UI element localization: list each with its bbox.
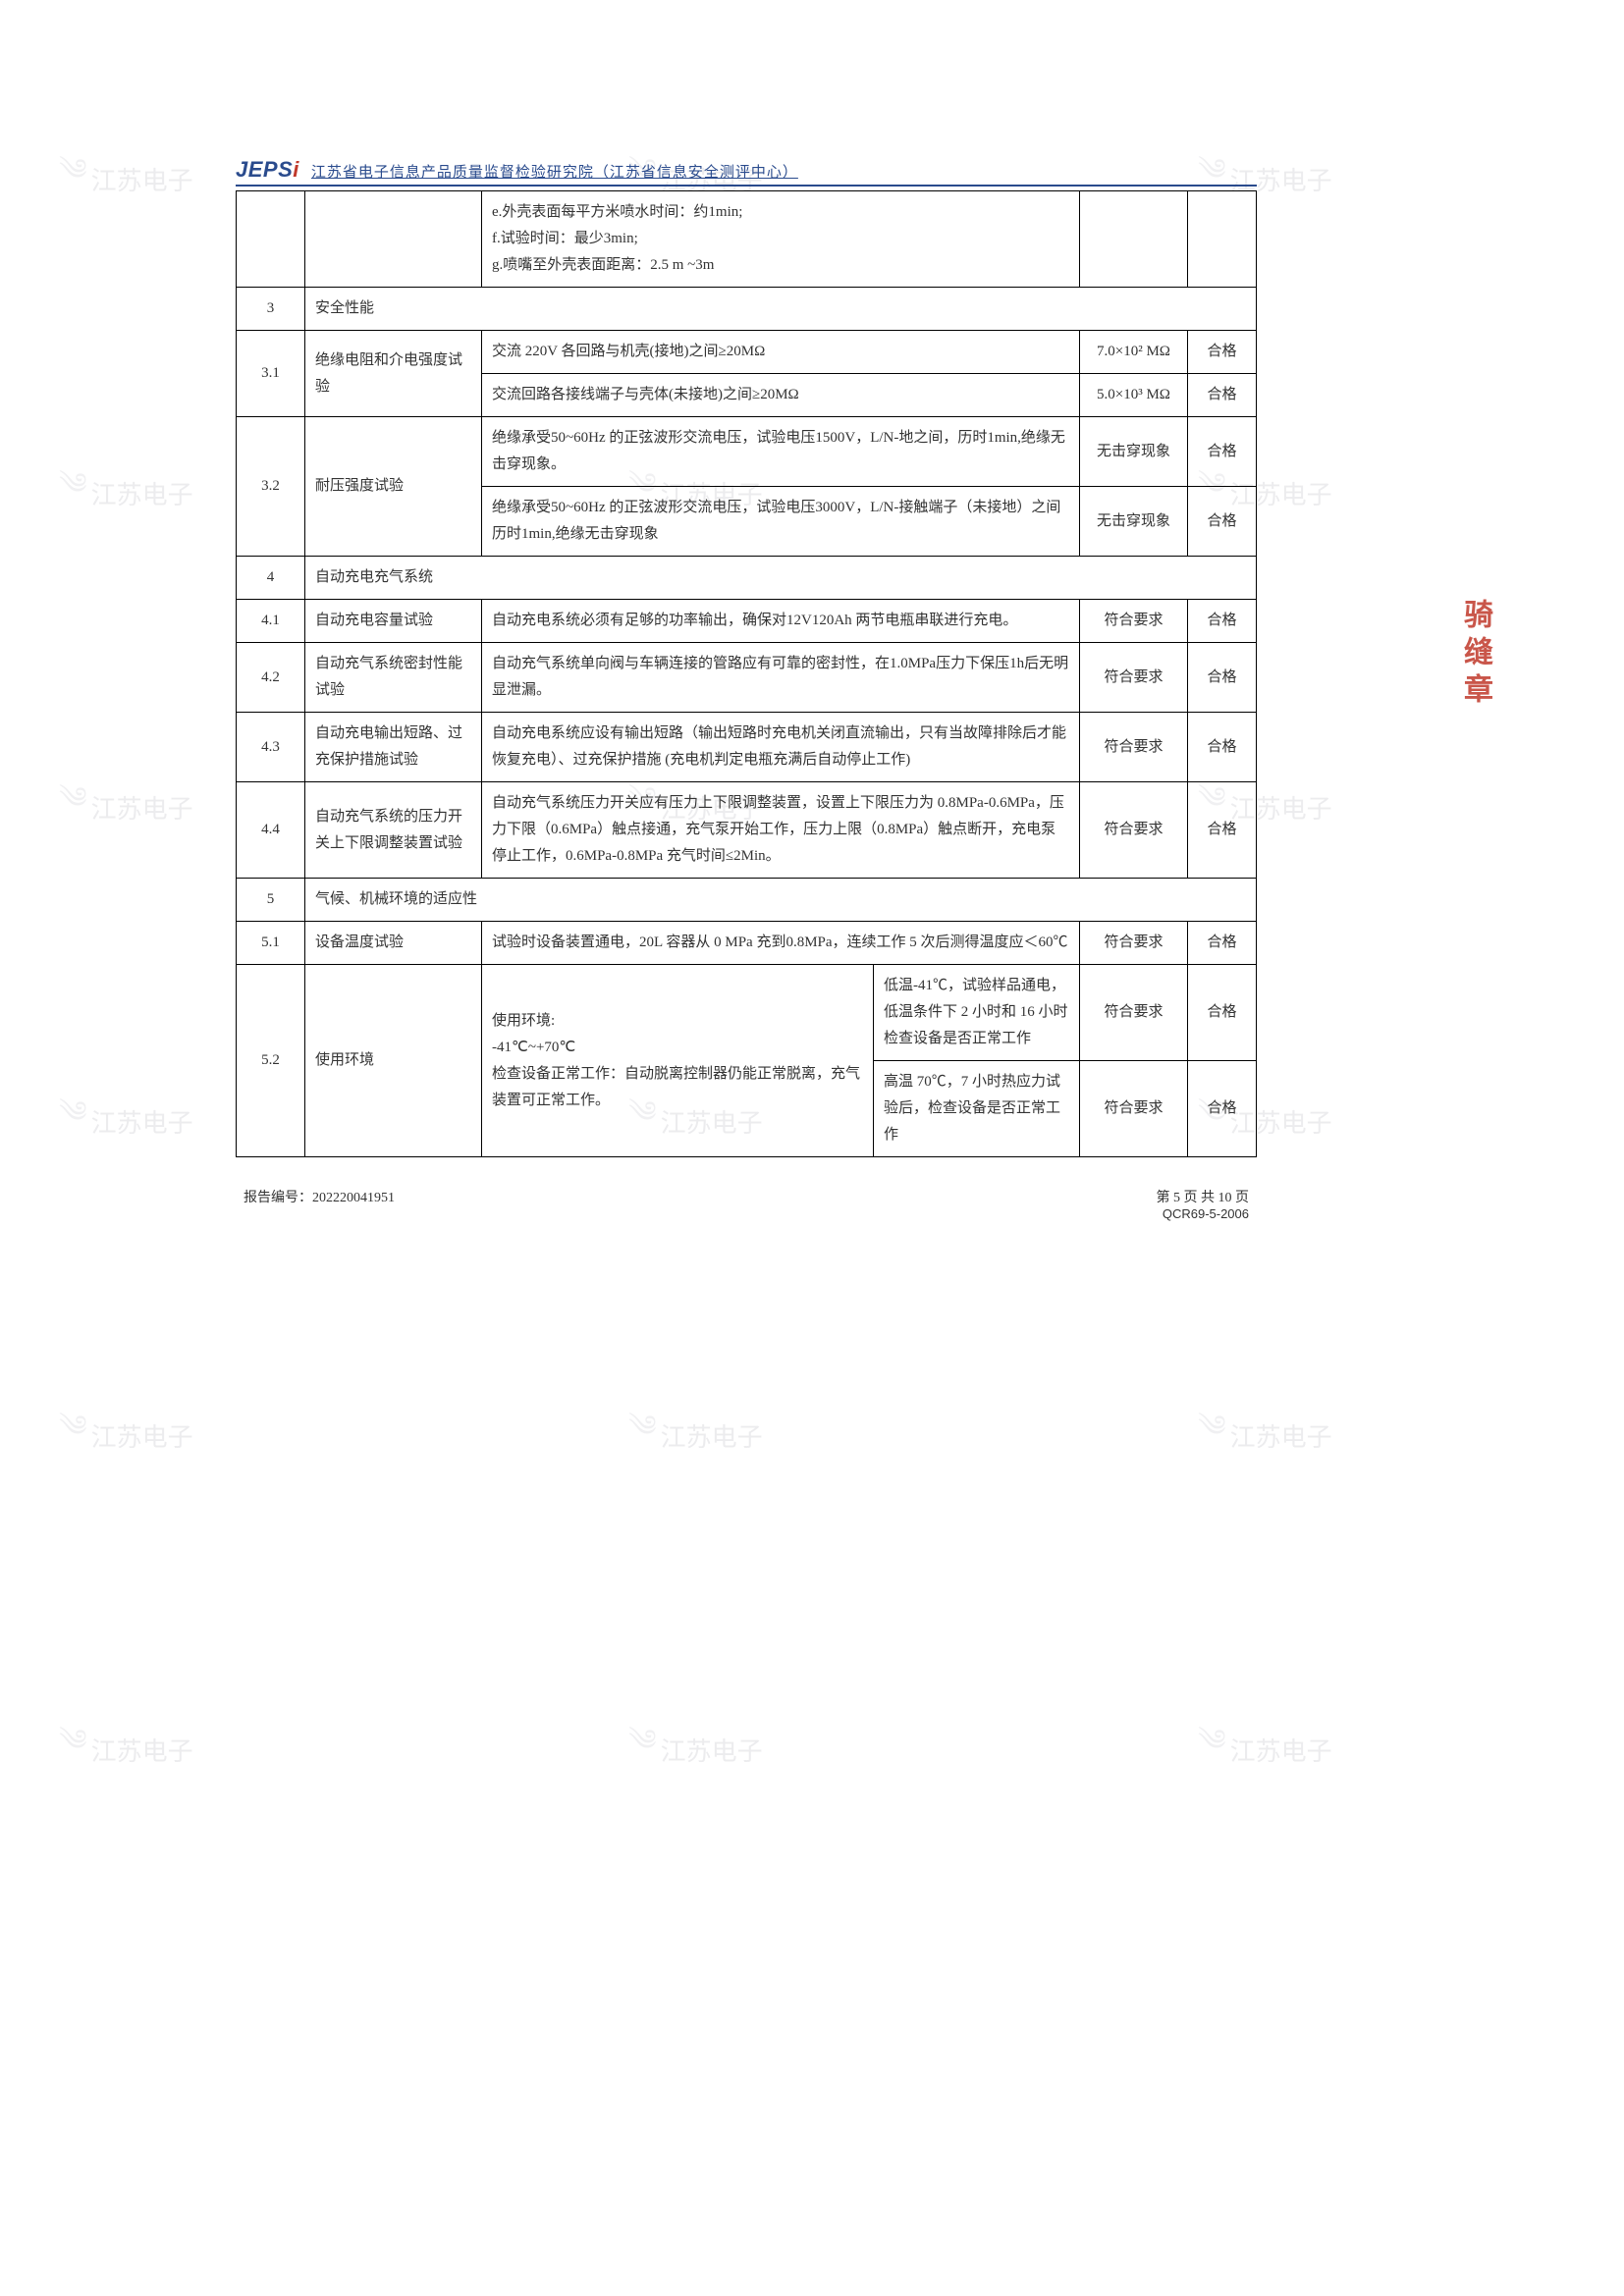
table-row: e.外壳表面每平方米喷水时间：约1min; f.试验时间：最少3min; g.喷… [237, 191, 1257, 288]
watermark: ༄江苏电子 [59, 1080, 193, 1162]
result: 合格 [1188, 374, 1257, 417]
table-row: 4 自动充电充气系统 [237, 557, 1257, 600]
measured-value: 无击穿现象 [1080, 417, 1188, 487]
side-seal: 骑缝章 [1461, 599, 1496, 711]
table-row: 4.2 自动充气系统密封性能试验 自动充气系统单向阀与车辆连接的管路应有可靠的密… [237, 643, 1257, 713]
measured-value: 符合要求 [1080, 600, 1188, 643]
sub-condition: 高温 70℃，7 小时热应力试验后，检查设备是否正常工作 [873, 1061, 1079, 1157]
row-num: 4.4 [237, 782, 305, 879]
row-num: 5.1 [237, 922, 305, 965]
measured-value: 7.0×10² MΩ [1080, 331, 1188, 374]
measured-value: 无击穿现象 [1080, 487, 1188, 557]
row-num: 3 [237, 288, 305, 331]
result: 合格 [1188, 1061, 1257, 1157]
table-row: 5.1 设备温度试验 试验时设备装置通电，20L 容器从 0 MPa 充到0.8… [237, 922, 1257, 965]
watermark: ༄江苏电子 [1198, 1394, 1332, 1476]
result: 合格 [1188, 643, 1257, 713]
requirement: 绝缘承受50~60Hz 的正弦波形交流电压，试验电压1500V，L/N-地之间，… [482, 417, 1080, 487]
watermark: ༄江苏电子 [628, 1708, 763, 1790]
test-name: 自动充电输出短路、过充保护措施试验 [305, 713, 482, 782]
cell-text: e.外壳表面每平方米喷水时间：约1min; [492, 199, 1069, 226]
result: 合格 [1188, 965, 1257, 1061]
test-name: 使用环境 [305, 965, 482, 1157]
result: 合格 [1188, 331, 1257, 374]
measured-value: 5.0×10³ MΩ [1080, 374, 1188, 417]
page-footer: 报告编号：202220041951 第 5 页 共 10 页 QCR69-5-2… [236, 1187, 1257, 1221]
row-num: 5 [237, 879, 305, 922]
row-num: 4 [237, 557, 305, 600]
section-name: 自动充电充气系统 [305, 557, 1257, 600]
watermark: ༄江苏电子 [59, 766, 193, 848]
page-content: JEPSi 江苏省电子信息产品质量监督检验研究院（江苏省信息安全测评中心） e.… [236, 157, 1257, 1221]
watermark: ༄江苏电子 [59, 137, 193, 220]
header-title: 江苏省电子信息产品质量监督检验研究院（江苏省信息安全测评中心） [311, 161, 798, 182]
test-name: 自动充气系统密封性能试验 [305, 643, 482, 713]
watermark: ༄江苏电子 [59, 1394, 193, 1476]
measured-value: 符合要求 [1080, 713, 1188, 782]
report-number: 报告编号：202220041951 [244, 1187, 395, 1221]
requirement: 交流回路各接线端子与壳体(未接地)之间≥20MΩ [482, 374, 1080, 417]
measured-value: 符合要求 [1080, 782, 1188, 879]
result: 合格 [1188, 922, 1257, 965]
measured-value: 符合要求 [1080, 965, 1188, 1061]
test-report-table: e.外壳表面每平方米喷水时间：约1min; f.试验时间：最少3min; g.喷… [236, 190, 1257, 1157]
requirement: 自动充气系统压力开关应有压力上下限调整装置，设置上下限压力为 0.8MPa-0.… [482, 782, 1080, 879]
table-row: 4.3 自动充电输出短路、过充保护措施试验 自动充电系统应设有输出短路（输出短路… [237, 713, 1257, 782]
row-num: 4.1 [237, 600, 305, 643]
row-num: 4.3 [237, 713, 305, 782]
result: 合格 [1188, 600, 1257, 643]
row-num: 3.2 [237, 417, 305, 557]
measured-value: 符合要求 [1080, 922, 1188, 965]
table-row: 3.1 绝缘电阻和介电强度试验 交流 220V 各回路与机壳(接地)之间≥20M… [237, 331, 1257, 374]
cell-text: g.喷嘴至外壳表面距离：2.5 m ~3m [492, 252, 1069, 279]
table-row: 4.1 自动充电容量试验 自动充电系统必须有足够的功率输出，确保对12V120A… [237, 600, 1257, 643]
cell-text: f.试验时间：最少3min; [492, 226, 1069, 252]
table-row: 3 安全性能 [237, 288, 1257, 331]
section-name: 气候、机械环境的适应性 [305, 879, 1257, 922]
watermark: ༄江苏电子 [59, 1708, 193, 1790]
requirement: 绝缘承受50~60Hz 的正弦波形交流电压，试验电压3000V，L/N-接触端子… [482, 487, 1080, 557]
page-header: JEPSi 江苏省电子信息产品质量监督检验研究院（江苏省信息安全测评中心） [236, 157, 1257, 187]
requirement: 使用环境: -41℃~+70℃ 检查设备正常工作：自动脱离控制器仍能正常脱离，充… [482, 965, 874, 1157]
watermark: ༄江苏电子 [628, 1394, 763, 1476]
requirement: 自动充电系统必须有足够的功率输出，确保对12V120Ah 两节电瓶串联进行充电。 [482, 600, 1080, 643]
measured-value: 符合要求 [1080, 643, 1188, 713]
result: 合格 [1188, 417, 1257, 487]
result: 合格 [1188, 713, 1257, 782]
requirement: 自动充气系统单向阀与车辆连接的管路应有可靠的密封性，在1.0MPa压力下保压1h… [482, 643, 1080, 713]
test-name: 设备温度试验 [305, 922, 482, 965]
section-name: 安全性能 [305, 288, 1257, 331]
test-name: 绝缘电阻和介电强度试验 [305, 331, 482, 417]
test-name: 自动充气系统的压力开关上下限调整装置试验 [305, 782, 482, 879]
row-num: 4.2 [237, 643, 305, 713]
watermark: ༄江苏电子 [59, 452, 193, 534]
logo: JEPSi [236, 157, 299, 183]
test-name: 耐压强度试验 [305, 417, 482, 557]
table-row: 3.2 耐压强度试验 绝缘承受50~60Hz 的正弦波形交流电压，试验电压150… [237, 417, 1257, 487]
measured-value: 符合要求 [1080, 1061, 1188, 1157]
table-row: 4.4 自动充气系统的压力开关上下限调整装置试验 自动充气系统压力开关应有压力上… [237, 782, 1257, 879]
result: 合格 [1188, 782, 1257, 879]
watermark: ༄江苏电子 [1198, 1708, 1332, 1790]
requirement: 试验时设备装置通电，20L 容器从 0 MPa 充到0.8MPa，连续工作 5 … [482, 922, 1080, 965]
page-info: 第 5 页 共 10 页 [1157, 1187, 1250, 1206]
table-row: 5.2 使用环境 使用环境: -41℃~+70℃ 检查设备正常工作：自动脱离控制… [237, 965, 1257, 1061]
test-name: 自动充电容量试验 [305, 600, 482, 643]
requirement: 交流 220V 各回路与机壳(接地)之间≥20MΩ [482, 331, 1080, 374]
row-num: 3.1 [237, 331, 305, 417]
qcr-code: QCR69-5-2006 [1157, 1206, 1250, 1221]
requirement: 自动充电系统应设有输出短路（输出短路时充电机关闭直流输出，只有当故障排除后才能恢… [482, 713, 1080, 782]
sub-condition: 低温-41℃，试验样品通电，低温条件下 2 小时和 16 小时检查设备是否正常工… [873, 965, 1079, 1061]
table-row: 5 气候、机械环境的适应性 [237, 879, 1257, 922]
result: 合格 [1188, 487, 1257, 557]
row-num: 5.2 [237, 965, 305, 1157]
